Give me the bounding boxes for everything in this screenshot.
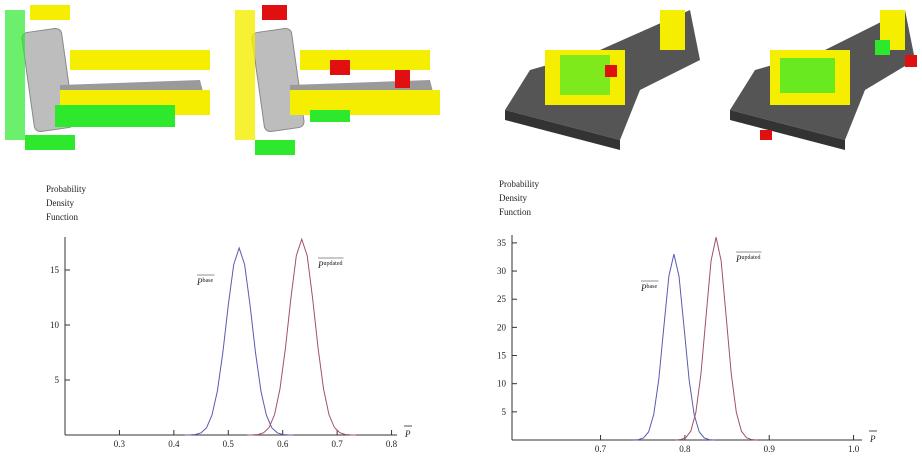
render-4 <box>730 10 917 150</box>
curve-label: Pbase <box>640 283 657 293</box>
x-axis-title: P <box>869 434 876 444</box>
y-tick-label: 25 <box>497 294 507 304</box>
y-tick-label: 5 <box>502 407 507 417</box>
render-3 <box>505 10 700 150</box>
density-curve <box>247 239 356 435</box>
y-axis-title: Density <box>499 193 527 203</box>
curve-label: Pupdated <box>317 260 343 270</box>
y-axis-title: Density <box>46 198 74 208</box>
curve-label: Pbase <box>196 277 213 287</box>
y-tick-label: 35 <box>497 238 507 248</box>
density-curve <box>676 237 757 440</box>
y-tick-label: 30 <box>497 266 507 276</box>
x-tick-label: 0.6 <box>277 439 289 449</box>
y-axis-title: Probability <box>46 184 86 194</box>
x-tick-label: 0.7 <box>595 444 607 454</box>
x-tick-label: 0.8 <box>679 444 691 454</box>
x-tick-label: 0.3 <box>114 439 126 449</box>
curve-label-superscript: updated <box>742 255 761 261</box>
x-tick-label: 0.7 <box>332 439 344 449</box>
y-tick-label: 10 <box>50 320 60 330</box>
curve-label-superscript: base <box>647 284 658 290</box>
y-axis-title: Probability <box>499 179 539 189</box>
x-tick-label: 0.4 <box>168 439 180 449</box>
y-tick-label: 15 <box>497 351 507 361</box>
y-tick-label: 5 <box>55 375 60 385</box>
x-tick-label: 0.5 <box>223 439 235 449</box>
x-axis-title: P <box>404 429 411 439</box>
figure: Probability Density Function 5 10 15 0.3 0.4 0.5… <box>0 0 922 462</box>
x-tick-label: 1.0 <box>848 444 860 454</box>
curve-label-superscript: base <box>203 278 214 284</box>
y-tick-label: 15 <box>50 265 60 275</box>
x-tick-label: 0.8 <box>386 439 398 449</box>
render-2 <box>235 5 440 155</box>
y-axis-title: Function <box>499 207 532 217</box>
y-tick-label: 10 <box>497 379 507 389</box>
render-1 <box>5 5 210 150</box>
curve-label: Pupdated <box>735 254 761 264</box>
curve-label-superscript: updated <box>324 261 343 267</box>
x-tick-label: 0.9 <box>764 444 776 454</box>
y-tick-label: 20 <box>497 322 507 332</box>
y-axis-title: Function <box>46 212 79 222</box>
